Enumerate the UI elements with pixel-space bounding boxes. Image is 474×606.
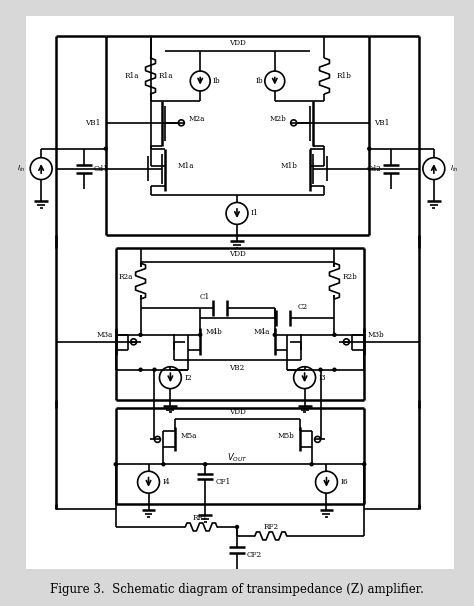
Text: Cd2: Cd2 xyxy=(366,165,381,173)
Text: I4: I4 xyxy=(163,478,170,486)
Text: Ib: Ib xyxy=(212,77,220,85)
Text: M5b: M5b xyxy=(278,433,295,441)
Text: M1b: M1b xyxy=(281,162,298,170)
Text: Cd1: Cd1 xyxy=(94,165,109,173)
Text: M4a: M4a xyxy=(254,328,270,336)
Circle shape xyxy=(236,525,238,528)
Circle shape xyxy=(139,368,142,371)
Text: $I_{in}$: $I_{in}$ xyxy=(450,164,458,174)
Text: M2a: M2a xyxy=(188,115,205,123)
Text: M3a: M3a xyxy=(97,331,113,339)
Text: R2a: R2a xyxy=(118,273,133,281)
Circle shape xyxy=(273,333,276,336)
Text: VDD: VDD xyxy=(228,39,246,47)
Text: RF1: RF1 xyxy=(192,514,208,522)
Text: M1a: M1a xyxy=(177,162,194,170)
Text: VB1: VB1 xyxy=(374,119,390,127)
Text: M2b: M2b xyxy=(270,115,287,123)
Text: R1a: R1a xyxy=(158,72,173,80)
Circle shape xyxy=(363,463,366,466)
Circle shape xyxy=(204,463,207,466)
Text: RF2: RF2 xyxy=(263,523,278,531)
Circle shape xyxy=(199,333,202,336)
Text: Ib: Ib xyxy=(255,77,263,85)
Circle shape xyxy=(162,463,165,466)
Circle shape xyxy=(114,463,117,466)
Text: M5a: M5a xyxy=(180,433,197,441)
Text: R1b: R1b xyxy=(337,72,351,80)
Circle shape xyxy=(153,368,156,371)
Text: VDD: VDD xyxy=(228,250,246,258)
Text: CF1: CF1 xyxy=(215,478,230,486)
Text: M3b: M3b xyxy=(367,331,384,339)
Circle shape xyxy=(368,147,371,150)
Text: $I_{in}$: $I_{in}$ xyxy=(17,164,25,174)
Text: C1: C1 xyxy=(200,293,210,301)
Text: $V_{OUT}$: $V_{OUT}$ xyxy=(227,451,247,464)
Text: I3: I3 xyxy=(319,374,326,382)
Circle shape xyxy=(310,463,313,466)
Circle shape xyxy=(319,368,322,371)
Text: R2b: R2b xyxy=(342,273,357,281)
Text: I1: I1 xyxy=(251,210,259,218)
Text: VB2: VB2 xyxy=(229,364,245,371)
Text: M4b: M4b xyxy=(205,328,222,336)
Circle shape xyxy=(104,147,107,150)
Text: R1a: R1a xyxy=(124,72,138,80)
Text: C2: C2 xyxy=(298,303,308,311)
Text: Figure 3.  Schematic diagram of transimpedance (Z) amplifier.: Figure 3. Schematic diagram of transimpe… xyxy=(50,583,424,596)
Circle shape xyxy=(139,333,142,336)
Circle shape xyxy=(333,368,336,371)
Circle shape xyxy=(333,333,336,336)
Text: CF2: CF2 xyxy=(247,551,262,559)
Text: I2: I2 xyxy=(184,374,192,382)
Text: I6: I6 xyxy=(340,478,348,486)
Text: VDD: VDD xyxy=(228,407,246,416)
Text: VB1: VB1 xyxy=(85,119,101,127)
